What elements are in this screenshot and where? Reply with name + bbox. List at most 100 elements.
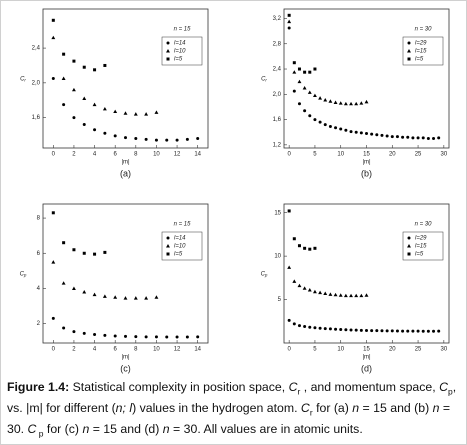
point <box>308 70 312 74</box>
point <box>318 326 322 330</box>
point <box>103 250 107 254</box>
x-tick-label: 0 <box>52 152 56 158</box>
point <box>134 136 138 140</box>
caption-symbol: n <box>432 400 440 415</box>
point <box>166 41 170 45</box>
point <box>51 260 56 264</box>
point <box>437 329 441 333</box>
point <box>318 120 322 124</box>
y-axis-label: Cr <box>20 76 26 83</box>
point <box>62 241 66 245</box>
legend-label: l=5 <box>415 57 424 63</box>
point <box>113 334 117 338</box>
point <box>292 61 296 65</box>
point <box>297 67 301 71</box>
point <box>333 292 338 297</box>
point <box>421 329 425 333</box>
point <box>113 134 117 138</box>
point <box>354 328 358 332</box>
point <box>82 96 87 100</box>
y-tick-label: 1,2 <box>273 142 282 148</box>
point <box>323 98 328 102</box>
legend-title: n = 15 <box>174 222 192 228</box>
y-tick-label: 1,6 <box>32 115 41 121</box>
point <box>134 335 138 339</box>
x-tick-label: 25 <box>415 347 422 353</box>
y-axis-label-main: C <box>261 271 266 277</box>
point <box>51 211 55 215</box>
legend-title: n = 15 <box>174 27 192 33</box>
y-axis-label-sub: r <box>24 78 26 83</box>
point <box>292 279 297 283</box>
point <box>71 87 76 92</box>
y-axis-label-main: C <box>20 76 25 82</box>
caption-symbol: C <box>439 380 448 394</box>
point <box>287 265 292 269</box>
point <box>82 331 86 335</box>
y-axis-label: Cr <box>261 76 267 83</box>
x-tick-label: 15 <box>363 152 370 158</box>
point <box>133 296 138 300</box>
caption-text: for (c) <box>43 421 83 436</box>
x-tick-label: 12 <box>174 347 181 353</box>
x-tick-label: 5 <box>313 347 317 353</box>
x-tick-label: 5 <box>313 152 317 158</box>
point <box>287 209 291 213</box>
point <box>334 126 338 130</box>
point <box>185 137 189 141</box>
y-tick-label: 2,4 <box>32 46 41 52</box>
point <box>302 86 307 90</box>
point <box>292 70 297 74</box>
point <box>51 77 55 80</box>
x-tick-label: 10 <box>153 347 160 353</box>
caption-sub: p <box>36 428 44 439</box>
point <box>308 114 312 118</box>
caption-text: = 15 and (b) <box>359 400 433 415</box>
point <box>395 135 399 139</box>
y-tick-label: 3,2 <box>273 16 282 22</box>
panel-label: (c) <box>120 363 131 373</box>
point <box>144 335 148 339</box>
caption: Figure 1.4: Statistical complexity in po… <box>7 379 462 442</box>
legend-label: l=14 <box>174 236 186 242</box>
point <box>297 324 301 328</box>
point <box>292 237 296 241</box>
point <box>165 335 169 339</box>
point <box>103 131 107 135</box>
point <box>175 335 179 339</box>
point <box>82 251 86 255</box>
point <box>113 295 118 299</box>
caption-text: ) values in the hydrogen atom. <box>132 400 301 415</box>
point <box>196 136 200 140</box>
legend-label: l=5 <box>415 252 424 258</box>
point <box>426 329 430 333</box>
point <box>338 293 343 297</box>
point <box>349 328 353 332</box>
y-tick-label: 5 <box>278 297 282 303</box>
point <box>303 70 307 74</box>
point <box>72 59 76 63</box>
point <box>51 35 56 40</box>
panel: 5 10 15 0 5 10 15 20 25 30 |m| Cp n = 30 l=29 l=15 l=5 (… <box>261 203 450 373</box>
point <box>411 329 415 333</box>
point <box>166 244 170 248</box>
legend-label: l=5 <box>174 252 183 258</box>
x-tick-label: 15 <box>363 347 370 353</box>
y-tick-label: 1,6 <box>273 117 282 123</box>
point <box>124 334 127 338</box>
x-tick-label: 10 <box>153 152 160 158</box>
y-tick-label: 6 <box>37 251 41 257</box>
point <box>82 123 86 127</box>
point <box>61 281 66 285</box>
y-tick-label: 2 <box>37 321 41 327</box>
point <box>313 118 317 122</box>
point <box>390 135 394 139</box>
point <box>103 63 107 67</box>
point <box>62 52 66 56</box>
point <box>165 138 169 142</box>
point <box>308 325 312 329</box>
point <box>313 326 317 330</box>
chart-area: 1,6 2,0 2,4 0 2 4 6 8 10 12 14 |m| Cr n = 15 l=14 l=10 l… <box>20 8 450 373</box>
x-tick-label: 25 <box>415 152 422 158</box>
x-tick-label: 14 <box>194 347 201 353</box>
